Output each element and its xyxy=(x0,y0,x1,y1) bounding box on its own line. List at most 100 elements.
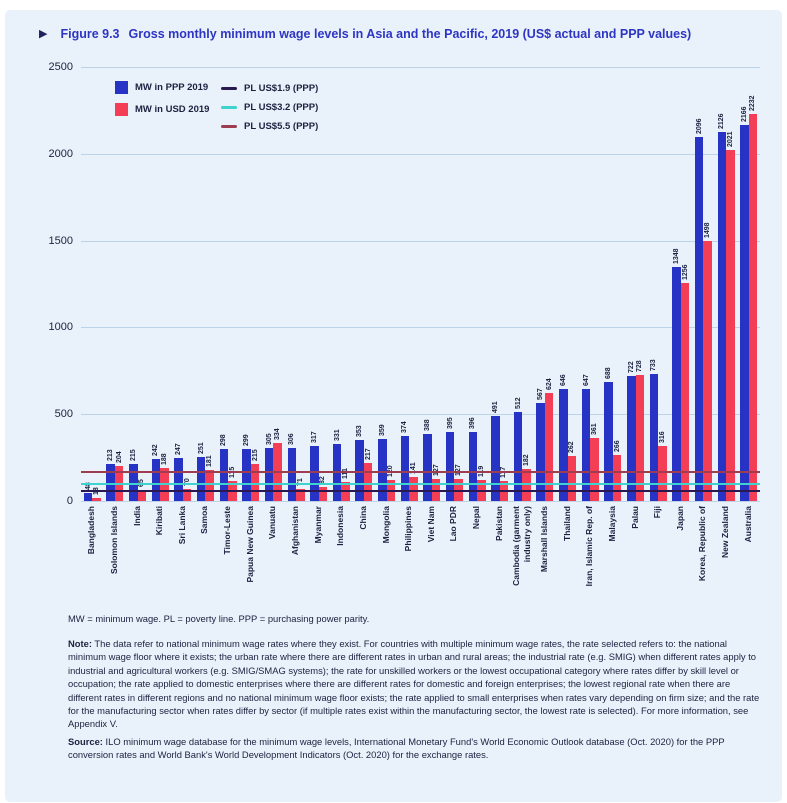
bar-usd xyxy=(137,489,147,501)
bar-value-label: 395 xyxy=(446,417,454,430)
x-axis-label: Bangladesh xyxy=(86,506,97,555)
bar-ppp xyxy=(694,137,704,501)
bar-value-label: 374 xyxy=(401,421,409,434)
bar-ppp xyxy=(242,449,251,501)
x-axis-label: Korea, Republic of xyxy=(697,506,708,582)
legend-label: PL US$1.9 (PPP) xyxy=(244,82,319,94)
x-axis-label: Solomon Islands xyxy=(108,506,119,575)
bar-value-label: 141 xyxy=(409,461,417,474)
bar-ppp xyxy=(445,432,455,501)
bar-value-label: 624 xyxy=(545,377,553,390)
bar-ppp xyxy=(378,438,387,501)
legend-item-mw-ppp: MW in PPP 2019 xyxy=(115,81,209,94)
x-axis-label: Samoa xyxy=(199,506,210,534)
bar-ppp xyxy=(559,388,568,501)
bar-value-label: 728 xyxy=(636,359,644,372)
x-axis-label: Nepal xyxy=(471,506,482,530)
pl-55-line-swatch xyxy=(221,124,237,128)
x-axis-label: Australia xyxy=(742,506,753,543)
bar-usd xyxy=(590,438,599,501)
bar-value-label: 18 xyxy=(92,453,102,495)
bar-value-label: 388 xyxy=(424,418,432,431)
bar-value-label: 71 xyxy=(296,477,304,486)
bar-usd xyxy=(409,476,418,501)
bar-value-label: 2021 xyxy=(726,131,734,148)
bar-usd xyxy=(296,488,305,501)
bar-value-label: 127 xyxy=(432,434,442,476)
bar-ppp xyxy=(491,415,500,501)
bar-ppp xyxy=(468,432,478,501)
chart-plot-area: 4818Bangladesh213204Solomon Islands21565… xyxy=(81,67,760,586)
y-axis-tick-label: 2500 xyxy=(48,61,73,73)
triangle-marker-icon: ▶ xyxy=(39,28,48,40)
bar-ppp xyxy=(740,124,749,501)
bar-value-label: 359 xyxy=(378,423,386,436)
y-axis-tick-label: 0 xyxy=(66,495,73,507)
bar-usd xyxy=(92,497,101,501)
bar-value-label: 688 xyxy=(605,366,613,379)
legend-item-pl-55: PL US$5.5 (PPP) xyxy=(221,120,318,132)
bar-ppp xyxy=(174,458,183,501)
gridline xyxy=(81,327,760,329)
x-axis-label: New Zealand xyxy=(720,506,731,558)
bar-ppp xyxy=(355,439,364,501)
x-axis-label: Pakistan xyxy=(493,506,504,541)
bar-ppp xyxy=(672,267,681,501)
bar-value-label: 127 xyxy=(454,434,464,476)
legend-item-mw-usd: MW in USD 2019 xyxy=(115,103,209,116)
bar-usd xyxy=(703,240,712,501)
bar-ppp xyxy=(649,373,659,501)
mw-ppp-swatch xyxy=(115,81,128,94)
note-label: Note: xyxy=(68,638,92,649)
bar-usd xyxy=(182,488,192,501)
legend-lines: PL US$1.9 (PPP) PL US$3.2 (PPP) PL US$5.… xyxy=(221,82,318,139)
abbreviations-text: MW = minimum wage. PL = poverty line. PP… xyxy=(68,613,370,624)
source-body: ILO minimum wage database for the minimu… xyxy=(68,736,725,761)
bar-usd xyxy=(748,113,758,501)
x-axis-label: Papua New Guinea xyxy=(244,506,255,583)
gridline xyxy=(81,240,760,242)
x-axis-label: Kiribati xyxy=(154,506,165,536)
y-axis-tick-label: 1500 xyxy=(48,234,73,247)
legend-bars: MW in PPP 2019 MW in USD 2019 xyxy=(115,81,209,125)
bar-value-label: 317 xyxy=(310,431,318,443)
bar-ppp xyxy=(106,464,115,501)
bar-usd xyxy=(250,463,260,501)
bar-value-label: 181 xyxy=(206,454,214,467)
gridline xyxy=(81,501,760,502)
bar-value-label: 306 xyxy=(288,433,296,445)
x-axis-label: Marshall Islands xyxy=(538,506,549,573)
bar-usd xyxy=(680,282,690,501)
gridline xyxy=(81,153,760,155)
bar-value-label: 204 xyxy=(115,450,123,463)
bar-usd xyxy=(567,455,577,501)
x-axis-label: Fiji xyxy=(652,506,663,519)
x-axis-label: Thailand xyxy=(561,506,572,541)
bar-value-label: 331 xyxy=(333,428,341,441)
bar-value-label: 647 xyxy=(582,373,590,386)
bar-value-label: 82 xyxy=(319,475,327,484)
note-body: The data refer to national minimum wage … xyxy=(68,638,760,730)
bar-value-label: 1256 xyxy=(681,264,689,280)
y-axis-tick-label: 1000 xyxy=(48,321,73,334)
note-text: Note: The data refer to national minimum… xyxy=(68,637,761,731)
gridline xyxy=(81,414,760,416)
bar-usd xyxy=(658,446,667,501)
legend-label: PL US$3.2 (PPP) xyxy=(244,101,319,113)
bar-value-label: 2096 xyxy=(695,118,703,135)
pl-19-line-swatch xyxy=(221,86,237,90)
legend-label: MW in USD 2019 xyxy=(135,104,210,115)
x-axis-label: Malaysia xyxy=(606,506,617,542)
poverty-line-1.9 xyxy=(81,489,760,492)
bar-ppp xyxy=(310,445,319,501)
x-axis-label: China xyxy=(357,506,368,530)
bar-value-label: 491 xyxy=(491,401,499,413)
bar-usd xyxy=(522,469,531,501)
x-axis-label: Iran, Islamic Rep. of xyxy=(584,506,595,587)
bar-value-label: 70 xyxy=(183,478,191,486)
x-axis-label: Afghanistan xyxy=(290,506,301,556)
y-axis-tick-label: 500 xyxy=(54,408,73,421)
bar-usd xyxy=(544,392,554,501)
x-axis-label: Japan xyxy=(674,506,685,531)
bar-ppp xyxy=(717,131,727,501)
